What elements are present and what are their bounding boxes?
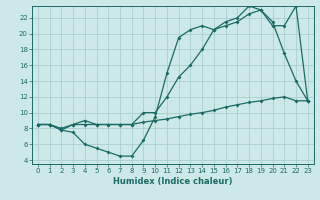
X-axis label: Humidex (Indice chaleur): Humidex (Indice chaleur) <box>113 177 233 186</box>
